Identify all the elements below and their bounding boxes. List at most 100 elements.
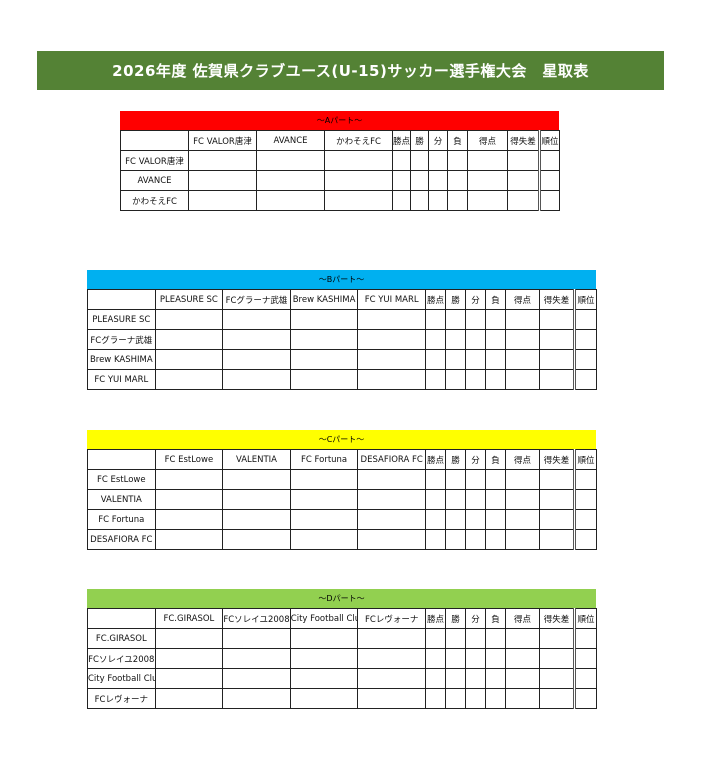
result-cell xyxy=(357,469,426,490)
result-cell xyxy=(504,668,540,689)
result-cell xyxy=(464,369,486,390)
result-cell xyxy=(222,369,291,390)
stat-header: 分 xyxy=(464,449,486,470)
result-cell xyxy=(289,329,359,350)
result-cell xyxy=(392,170,411,191)
result-cell xyxy=(324,150,393,171)
result-cell xyxy=(428,150,448,171)
result-cell xyxy=(484,688,506,709)
result-cell xyxy=(538,349,575,370)
result-cell xyxy=(464,529,486,550)
stat-header: 負 xyxy=(484,289,506,310)
result-cell xyxy=(222,688,291,709)
result-cell xyxy=(289,648,359,669)
stat-header: 得点 xyxy=(504,289,540,310)
table-row: FCグラーナ武雄 xyxy=(87,329,597,350)
result-cell xyxy=(154,469,224,490)
result-cell xyxy=(507,190,540,211)
column-team-header: FC Fortuna xyxy=(289,449,359,470)
result-cell xyxy=(428,190,448,211)
result-cell xyxy=(464,688,486,709)
stat-header: 勝点 xyxy=(424,449,446,470)
result-cell xyxy=(538,648,575,669)
standings-table: FC.GIRASOL FCソレイユ2008 City Football Clu FCレ… xyxy=(87,608,597,709)
table-row: Brew KASHIMA xyxy=(87,349,597,370)
result-cell xyxy=(324,170,393,191)
result-cell xyxy=(188,190,257,211)
result-cell xyxy=(467,190,508,211)
result-cell xyxy=(357,648,426,669)
result-cell xyxy=(572,668,597,689)
column-team-header: AVANCE xyxy=(256,130,325,151)
result-cell xyxy=(572,349,597,370)
result-cell xyxy=(154,648,224,669)
result-cell xyxy=(484,509,506,530)
stat-header: 順位 xyxy=(572,449,597,470)
result-cell xyxy=(504,369,540,390)
table-row: AVANCE xyxy=(120,170,560,191)
result-cell xyxy=(188,150,257,171)
result-cell xyxy=(324,190,393,211)
result-cell xyxy=(464,648,486,669)
result-cell xyxy=(538,628,575,649)
stat-header: 勝 xyxy=(410,130,429,151)
corner-cell xyxy=(87,289,156,310)
result-cell xyxy=(447,190,468,211)
part-a-block: ～Aパート～ FC VALOR唐津 AVANCE かわそえFC 勝点勝分負得点 得失差 順位… xyxy=(120,111,560,211)
result-cell xyxy=(464,329,486,350)
result-cell xyxy=(484,489,506,510)
result-cell xyxy=(424,349,446,370)
part-title: ～Bパート～ xyxy=(87,270,596,289)
result-cell xyxy=(444,469,466,490)
stat-header: 勝点 xyxy=(424,289,446,310)
result-cell xyxy=(444,329,466,350)
result-cell xyxy=(504,469,540,490)
result-cell xyxy=(504,349,540,370)
result-cell xyxy=(484,628,506,649)
result-cell xyxy=(357,628,426,649)
stat-header: 勝点 xyxy=(392,130,411,151)
result-cell xyxy=(572,688,597,709)
result-cell xyxy=(357,509,426,530)
header-row: FC EstLowe VALENTIA FC Fortuna DESAFIORA FC… xyxy=(87,449,597,470)
row-team-header: FC VALOR唐津 xyxy=(120,150,189,171)
result-cell xyxy=(289,349,359,370)
stat-header: 順位 xyxy=(572,289,597,310)
table-row: FCソレイユ2008 xyxy=(87,648,597,669)
result-cell xyxy=(222,469,291,490)
column-team-header: FC VALOR唐津 xyxy=(188,130,257,151)
result-cell xyxy=(572,329,597,350)
result-cell xyxy=(484,349,506,370)
table-row: DESAFIORA FC xyxy=(87,529,597,550)
result-cell xyxy=(289,529,359,550)
result-cell xyxy=(357,688,426,709)
column-team-header: FC.GIRASOL xyxy=(154,608,224,629)
result-cell xyxy=(444,628,466,649)
table-row: FC YUI MARL xyxy=(87,369,597,390)
result-cell xyxy=(424,509,446,530)
standings-table: FC VALOR唐津 AVANCE かわそえFC 勝点勝分負得点 得失差 順位 FC VAL… xyxy=(120,130,560,211)
result-cell xyxy=(154,329,224,350)
result-cell xyxy=(484,309,506,330)
result-cell xyxy=(538,369,575,390)
row-team-header: Brew KASHIMA xyxy=(87,349,156,370)
header-row: FC VALOR唐津 AVANCE かわそえFC 勝点勝分負得点 得失差 順位 xyxy=(120,130,560,151)
result-cell xyxy=(410,150,429,171)
result-cell xyxy=(256,170,325,191)
stat-header: 順位 xyxy=(572,608,597,629)
result-cell xyxy=(188,170,257,191)
result-cell xyxy=(289,688,359,709)
result-cell xyxy=(444,509,466,530)
result-cell xyxy=(484,668,506,689)
result-cell xyxy=(572,648,597,669)
result-cell xyxy=(447,170,468,191)
column-team-header: FCレヴォーナ xyxy=(357,608,426,629)
corner-cell xyxy=(120,130,189,151)
row-team-header: FCレヴォーナ xyxy=(87,688,156,709)
stat-header: 負 xyxy=(484,608,506,629)
column-team-header: DESAFIORA FC xyxy=(357,449,426,470)
row-team-header: DESAFIORA FC xyxy=(87,529,156,550)
result-cell xyxy=(467,170,508,191)
result-cell xyxy=(154,349,224,370)
result-cell xyxy=(289,469,359,490)
